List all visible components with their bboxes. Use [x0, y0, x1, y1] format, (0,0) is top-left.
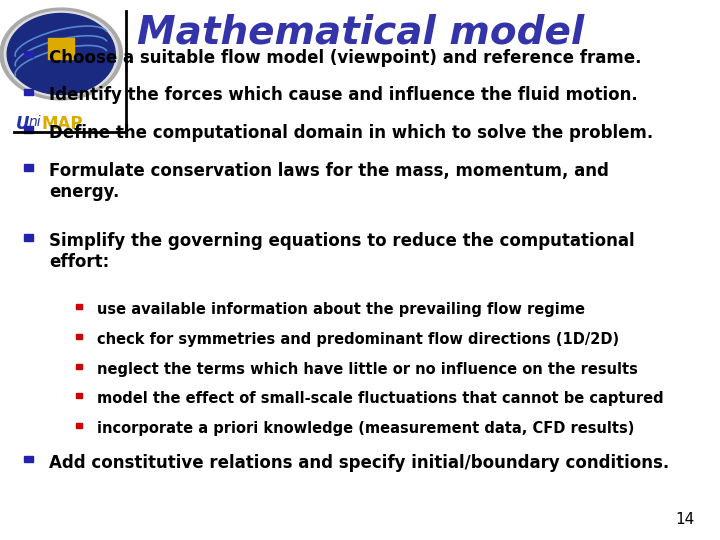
Text: Define the computational domain in which to solve the problem.: Define the computational domain in which…: [49, 124, 653, 142]
Bar: [24, 164, 33, 171]
Bar: [24, 89, 33, 95]
Bar: [24, 456, 33, 462]
Text: check for symmetries and predominant flow directions (1D/2D): check for symmetries and predominant flo…: [97, 332, 619, 347]
Bar: [76, 305, 82, 309]
Bar: [76, 393, 82, 399]
Text: Formulate conservation laws for the mass, momentum, and
energy.: Formulate conservation laws for the mass…: [49, 162, 609, 201]
Text: neglect the terms which have little or no influence on the results: neglect the terms which have little or n…: [97, 362, 638, 377]
Text: 14: 14: [675, 511, 695, 526]
Text: incorporate a priori knowledge (measurement data, CFD results): incorporate a priori knowledge (measurem…: [97, 421, 634, 436]
Bar: [76, 334, 82, 339]
Text: Choose a suitable flow model (viewpoint) and reference frame.: Choose a suitable flow model (viewpoint)…: [49, 49, 642, 66]
Text: Add constitutive relations and specify initial/boundary conditions.: Add constitutive relations and specify i…: [49, 454, 669, 471]
Text: Mathematical model: Mathematical model: [137, 14, 584, 51]
Bar: [24, 51, 33, 57]
Text: Identify the forces which cause and influence the fluid motion.: Identify the forces which cause and infl…: [49, 86, 638, 104]
Bar: [24, 126, 33, 133]
Circle shape: [0, 8, 122, 100]
Text: model the effect of small-scale fluctuations that cannot be captured: model the effect of small-scale fluctuat…: [97, 392, 664, 407]
Text: ni: ni: [29, 115, 42, 129]
Bar: [76, 423, 82, 428]
Circle shape: [7, 14, 115, 94]
Text: U: U: [16, 115, 30, 133]
Text: use available information about the prevailing flow regime: use available information about the prev…: [97, 302, 585, 318]
Circle shape: [4, 11, 118, 97]
Text: Simplify the governing equations to reduce the computational
effort:: Simplify the governing equations to redu…: [49, 232, 634, 271]
Bar: [76, 364, 82, 369]
Text: MAP: MAP: [42, 115, 84, 133]
Bar: [24, 234, 33, 241]
Bar: [48, 38, 74, 59]
